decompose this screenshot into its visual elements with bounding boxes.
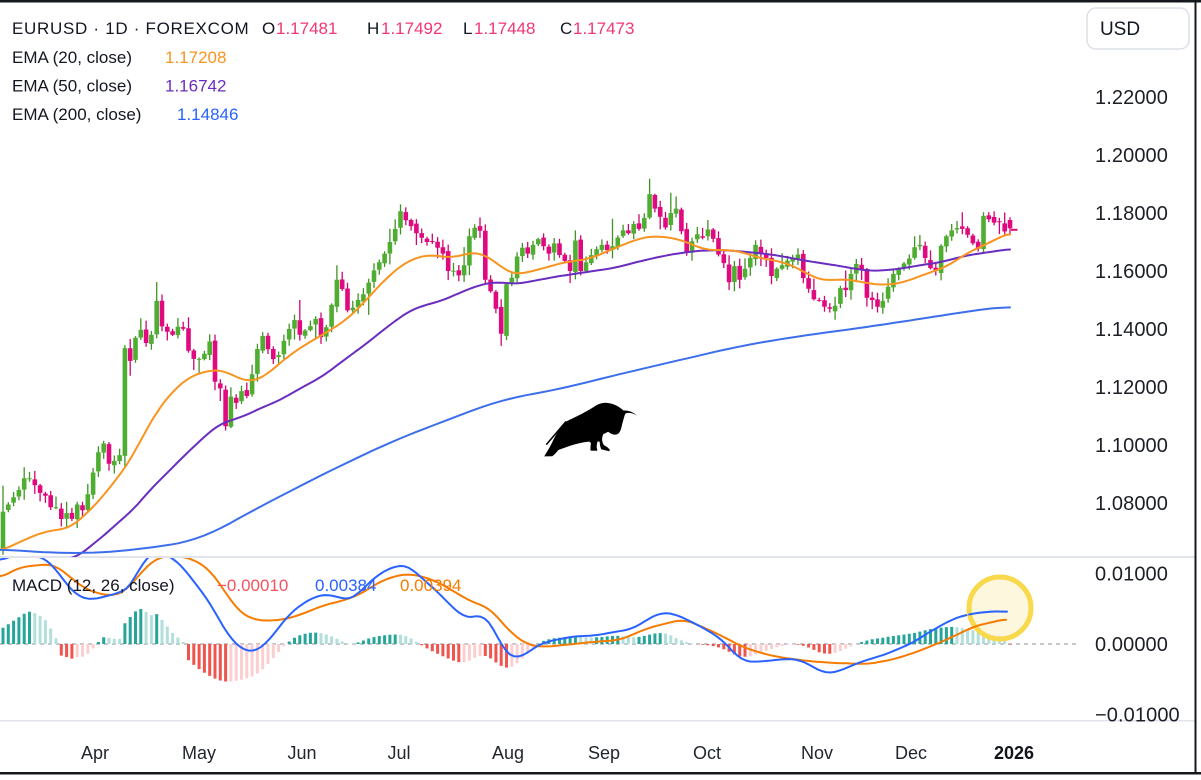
svg-text:0.00394: 0.00394	[400, 576, 461, 595]
svg-text:H: H	[367, 19, 379, 38]
svg-text:1.17208: 1.17208	[165, 48, 226, 67]
svg-text:1.20000: 1.20000	[1095, 145, 1168, 167]
svg-text:0.00384: 0.00384	[315, 576, 376, 595]
svg-text:−0.01000: −0.01000	[1095, 704, 1180, 726]
svg-text:EURUSD · 1D · FOREXCOM: EURUSD · 1D · FOREXCOM	[12, 19, 249, 38]
svg-text:1.14846: 1.14846	[177, 105, 238, 124]
svg-text:EMA (20, close): EMA (20, close)	[12, 48, 132, 67]
svg-text:1.12000: 1.12000	[1095, 377, 1168, 399]
svg-text:1.16000: 1.16000	[1095, 261, 1168, 283]
svg-text:Dec: Dec	[895, 743, 927, 763]
svg-text:1.17448: 1.17448	[474, 19, 535, 38]
svg-text:EMA (200, close): EMA (200, close)	[12, 105, 141, 124]
svg-text:Sep: Sep	[588, 743, 620, 763]
svg-text:1.17481: 1.17481	[276, 19, 337, 38]
svg-text:1.17492: 1.17492	[381, 19, 442, 38]
svg-text:O: O	[262, 19, 275, 38]
svg-text:Apr: Apr	[81, 743, 109, 763]
svg-text:Nov: Nov	[801, 743, 833, 763]
svg-text:C: C	[560, 19, 572, 38]
svg-text:Aug: Aug	[492, 743, 524, 763]
svg-text:MACD (12, 26, close): MACD (12, 26, close)	[12, 576, 175, 595]
svg-text:L: L	[463, 19, 472, 38]
svg-text:1.08000: 1.08000	[1095, 493, 1168, 515]
svg-text:Jun: Jun	[287, 743, 316, 763]
svg-text:Oct: Oct	[693, 743, 721, 763]
svg-text:1.17473: 1.17473	[573, 19, 634, 38]
svg-text:Jul: Jul	[387, 743, 410, 763]
svg-text:EMA (50, close): EMA (50, close)	[12, 77, 132, 96]
svg-text:0.01000: 0.01000	[1095, 564, 1168, 586]
svg-text:0.00000: 0.00000	[1095, 634, 1168, 656]
svg-text:1.18000: 1.18000	[1095, 203, 1168, 225]
svg-text:May: May	[182, 743, 216, 763]
svg-text:1.16742: 1.16742	[165, 77, 226, 96]
svg-text:1.22000: 1.22000	[1095, 87, 1168, 109]
svg-text:1.10000: 1.10000	[1095, 435, 1168, 457]
svg-text:1.14000: 1.14000	[1095, 319, 1168, 341]
svg-text:2026: 2026	[994, 743, 1034, 763]
svg-text:−0.00010: −0.00010	[217, 576, 288, 595]
svg-text:USD: USD	[1100, 19, 1140, 40]
